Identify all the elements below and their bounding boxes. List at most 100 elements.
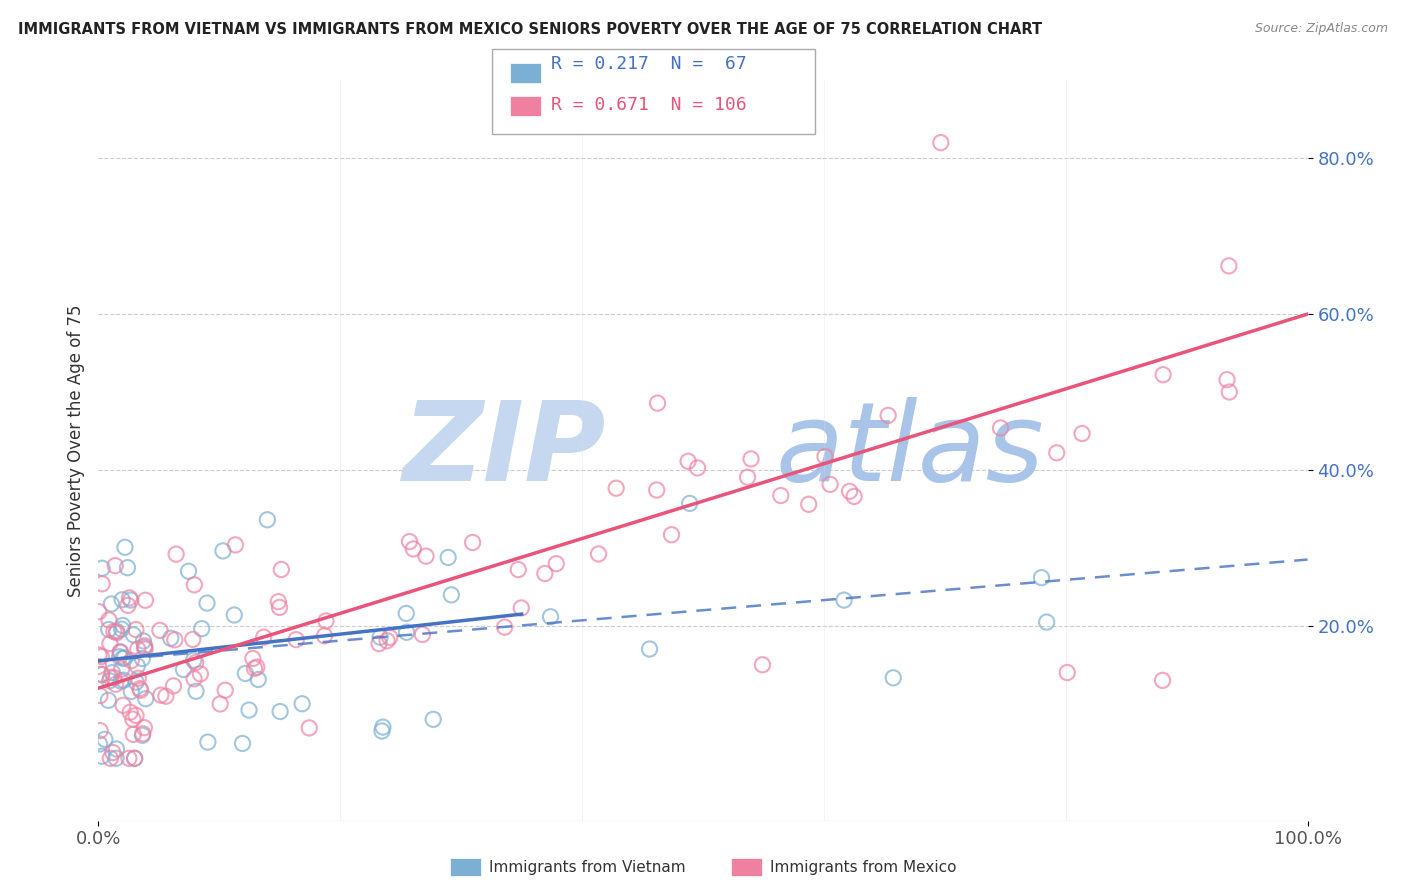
Point: [224, 538, 246, 552]
Point: [87, 648, 110, 662]
Point: [155, 690, 177, 704]
Point: [111, 618, 134, 632]
Point: [269, 600, 291, 615]
Point: [98, 673, 121, 688]
Point: [1152, 673, 1174, 688]
Point: [838, 484, 860, 499]
Point: [375, 633, 398, 648]
Point: [129, 683, 152, 698]
Point: [787, 112, 810, 127]
Point: [877, 409, 900, 423]
Point: [1218, 259, 1240, 273]
Point: [242, 651, 264, 665]
Point: [183, 578, 205, 592]
Point: [132, 727, 155, 741]
Point: [212, 544, 235, 558]
Point: [118, 751, 141, 765]
Point: [540, 609, 562, 624]
Point: [368, 630, 391, 644]
Point: [676, 454, 699, 468]
Point: [1056, 665, 1078, 680]
Point: [769, 489, 792, 503]
Point: [173, 663, 195, 677]
Point: [120, 684, 142, 698]
Point: [661, 527, 683, 541]
Point: [111, 662, 134, 676]
Point: [291, 697, 314, 711]
Point: [395, 625, 418, 640]
Point: [124, 751, 146, 765]
Point: [298, 721, 321, 735]
Point: [110, 622, 132, 636]
Point: [114, 651, 136, 665]
Point: [162, 679, 184, 693]
Point: [120, 705, 142, 719]
Point: [134, 642, 156, 657]
Point: [378, 631, 401, 645]
Text: R = 0.217  N =  67: R = 0.217 N = 67: [551, 55, 747, 73]
Point: [679, 496, 702, 510]
Text: Source: ZipAtlas.com: Source: ZipAtlas.com: [1254, 22, 1388, 36]
Point: [94, 732, 117, 747]
Point: [605, 481, 627, 495]
Point: [209, 697, 232, 711]
Point: [238, 703, 260, 717]
Point: [127, 659, 149, 673]
Point: [87, 659, 110, 673]
Point: [125, 675, 148, 690]
Point: [588, 547, 610, 561]
Point: [110, 645, 132, 659]
Point: [1046, 446, 1069, 460]
Point: [256, 513, 278, 527]
Point: [533, 566, 555, 581]
Point: [224, 607, 246, 622]
Text: Immigrants from Vietnam: Immigrants from Vietnam: [489, 860, 686, 874]
Point: [120, 654, 142, 668]
Point: [510, 601, 533, 615]
Point: [197, 735, 219, 749]
Text: Immigrants from Mexico: Immigrants from Mexico: [770, 860, 957, 874]
Point: [97, 693, 120, 707]
Point: [87, 605, 110, 619]
Point: [247, 673, 270, 687]
Point: [645, 483, 668, 497]
Point: [246, 660, 269, 674]
Point: [1071, 426, 1094, 441]
Point: [184, 684, 207, 698]
Text: atlas: atlas: [776, 397, 1045, 504]
Point: [90, 667, 112, 681]
Point: [269, 705, 291, 719]
Point: [832, 593, 855, 607]
Point: [882, 671, 904, 685]
Y-axis label: Seniors Poverty Over the Age of 75: Seniors Poverty Over the Age of 75: [66, 304, 84, 597]
Point: [402, 541, 425, 556]
Point: [270, 562, 292, 576]
Point: [111, 592, 134, 607]
Point: [1031, 571, 1053, 585]
Point: [546, 557, 568, 571]
Point: [103, 671, 125, 685]
Point: [112, 673, 135, 688]
Point: [159, 632, 181, 646]
Point: [89, 689, 111, 703]
Point: [90, 667, 112, 681]
Point: [371, 724, 394, 739]
Point: [101, 665, 124, 680]
Point: [1216, 373, 1239, 387]
Point: [751, 657, 773, 672]
Point: [124, 751, 146, 765]
Point: [110, 645, 132, 659]
Point: [100, 670, 122, 684]
Point: [114, 541, 136, 555]
Point: [190, 622, 212, 636]
Point: [134, 593, 156, 607]
Point: [368, 637, 391, 651]
Point: [371, 720, 394, 734]
Point: [181, 632, 204, 647]
Point: [132, 634, 155, 648]
Point: [108, 649, 131, 664]
Point: [315, 614, 337, 628]
Point: [415, 549, 437, 563]
Point: [100, 597, 122, 611]
Point: [89, 723, 111, 738]
